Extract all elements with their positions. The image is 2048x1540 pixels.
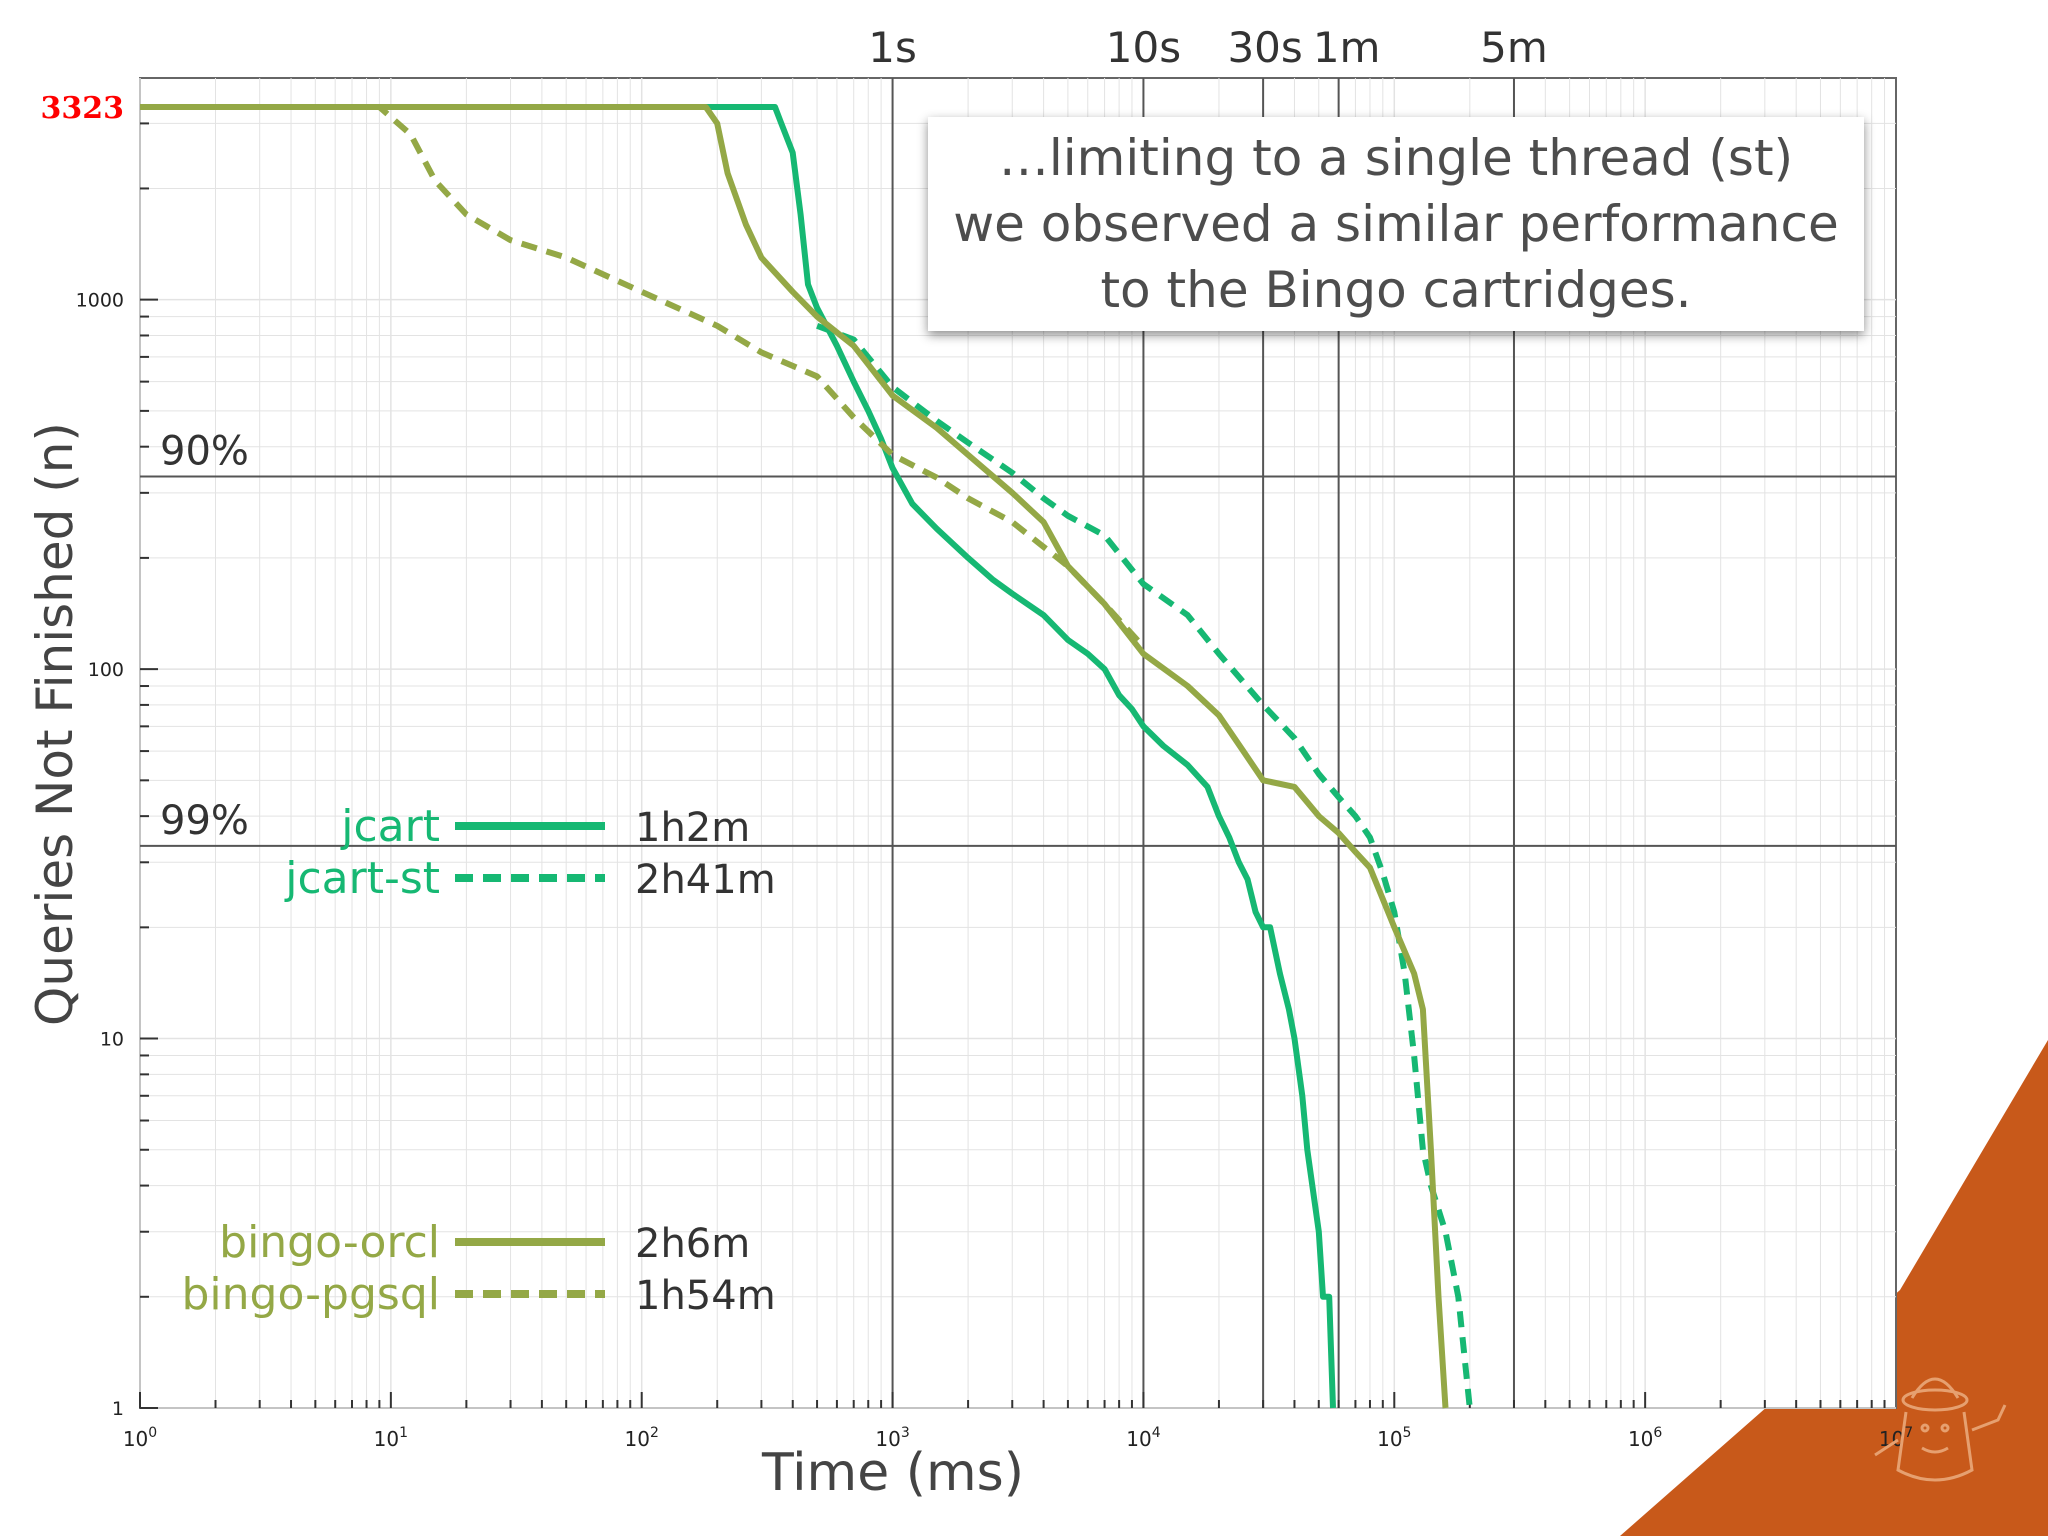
axis-ticks <box>139 106 1886 1409</box>
x-tick-label: 101 <box>374 1425 408 1451</box>
time-marker-label: 10s <box>1106 23 1181 72</box>
x-tick-base: 10 <box>374 1427 399 1451</box>
y-tick-label: 10 <box>100 1029 124 1051</box>
callout-box: …limiting to a single thread (st) we obs… <box>928 117 1864 331</box>
x-tick-exponent: 3 <box>901 1425 910 1441</box>
series-line-jcart-st <box>816 322 1476 1411</box>
time-marker-label: 1m <box>1313 23 1381 72</box>
major-grid <box>140 78 1896 1408</box>
x-axis-title: Time (ms) <box>761 1443 1024 1503</box>
callout-line-1: …limiting to a single thread (st) <box>998 129 1794 187</box>
legend: jcart 1h2m jcart-st 2h41m bingo-orcl 2h6m bing… <box>181 801 775 1320</box>
total-queries-label: 3323 <box>41 91 125 126</box>
y-axis-title: Queries Not Finished (n) <box>26 422 84 1026</box>
time-marker-label: 1s <box>868 23 917 72</box>
callout-line-3: to the Bingo cartridges. <box>1100 261 1692 319</box>
percent-marker-label: 90% <box>160 428 249 474</box>
x-tick-label: 104 <box>1126 1425 1160 1451</box>
x-tick-label: 102 <box>625 1425 659 1451</box>
series-line-bingo-pgsql <box>140 104 1146 649</box>
x-tick-base: 10 <box>1126 1427 1151 1451</box>
x-tick-exponent: 1 <box>399 1425 408 1441</box>
decorative-orange-shape <box>1620 1040 2048 1536</box>
x-tick-exponent: 2 <box>650 1425 659 1441</box>
x-tick-base: 10 <box>875 1427 900 1451</box>
legend-label-jcart-st: jcart-st <box>284 853 440 904</box>
percent-marker-label: 99% <box>160 798 249 844</box>
legend-label-jcart: jcart <box>340 801 440 852</box>
time-marker-label: 30s <box>1227 23 1302 72</box>
series-line-jcart <box>140 104 1336 1409</box>
y-tick-label: 1000 <box>76 290 124 312</box>
legend-duration-bingo-pgsql: 1h54m <box>635 1273 776 1319</box>
x-tick-exponent: 7 <box>1904 1425 1913 1441</box>
legend-duration-bingo-orcl: 2h6m <box>635 1221 750 1267</box>
legend-duration-jcart: 1h2m <box>635 805 750 851</box>
x-tick-exponent: 0 <box>148 1425 157 1441</box>
callout-line-2: we observed a similar performance <box>953 195 1839 253</box>
mascot-icon <box>1874 1377 2007 1482</box>
legend-label-bingo-pgsql: bingo-pgsql <box>181 1269 440 1320</box>
x-tick-label: 105 <box>1377 1425 1411 1451</box>
legend-duration-jcart-st: 2h41m <box>635 857 776 903</box>
x-tick-exponent: 5 <box>1403 1425 1412 1441</box>
time-marker-label: 5m <box>1480 23 1548 72</box>
y-tick-label: 100 <box>88 659 124 681</box>
y-tick-label: 1 <box>112 1398 124 1420</box>
x-tick-exponent: 6 <box>1653 1425 1662 1441</box>
x-tick-base: 10 <box>1628 1427 1653 1451</box>
legend-label-bingo-orcl: bingo-orcl <box>219 1217 440 1268</box>
x-tick-exponent: 4 <box>1152 1425 1161 1441</box>
x-tick-base: 10 <box>625 1427 650 1451</box>
x-tick-label: 106 <box>1628 1425 1662 1451</box>
x-tick-label: 103 <box>875 1425 909 1451</box>
x-tick-base: 10 <box>123 1427 148 1451</box>
x-tick-label: 100 <box>123 1425 157 1451</box>
series-layer <box>140 104 1476 1411</box>
x-tick-base: 10 <box>1377 1427 1402 1451</box>
series-line-bingo-orcl <box>140 104 1449 1409</box>
